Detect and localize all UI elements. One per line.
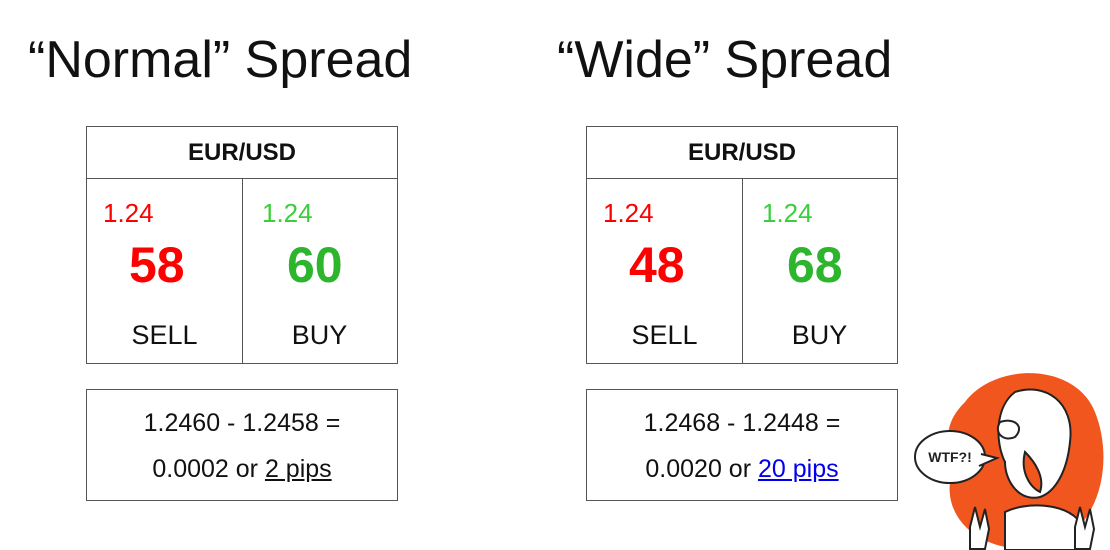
buy-pips: 60 bbox=[287, 237, 343, 293]
currency-pair: EUR/USD bbox=[87, 127, 397, 179]
sell-label: SELL bbox=[631, 320, 698, 350]
sell-cell: 1.24 48 SELL bbox=[587, 178, 743, 363]
currency-pair: EUR/USD bbox=[587, 127, 897, 179]
sell-pips: 58 bbox=[129, 237, 185, 293]
speech-text: WTF?! bbox=[928, 449, 972, 465]
sell-pips: 48 bbox=[629, 237, 685, 293]
normal-spread-title: “Normal” Spread bbox=[28, 31, 413, 89]
buy-label: BUY bbox=[791, 320, 848, 350]
sell-label: SELL bbox=[131, 320, 198, 350]
buy-prefix: 1.24 bbox=[262, 198, 313, 228]
pips-value: 2 pips bbox=[264, 455, 332, 483]
shocked-man-illustration: WTF?! bbox=[914, 373, 1104, 550]
buy-prefix: 1.24 bbox=[762, 198, 813, 228]
calc-result: 0.0002 or bbox=[152, 455, 265, 483]
calc-result: 0.0020 or bbox=[645, 455, 758, 483]
calc-line1: 1.2460 - 1.2458 = bbox=[143, 409, 341, 437]
wide-spread-title: “Wide” Spread bbox=[557, 31, 893, 89]
normal-calc-box: 1.2460 - 1.2458 = 0.0002 or 2 pips bbox=[86, 389, 398, 501]
sell-cell: 1.24 58 SELL bbox=[87, 178, 243, 363]
wide-quote-box: EUR/USD 1.24 48 SELL 1.24 68 BUY bbox=[586, 126, 898, 364]
man-figure bbox=[969, 388, 1096, 550]
buy-pips: 68 bbox=[787, 237, 843, 293]
normal-quote-box: EUR/USD 1.24 58 SELL 1.24 60 BUY bbox=[86, 126, 398, 364]
buy-cell: 1.24 68 BUY bbox=[742, 178, 897, 363]
sell-prefix: 1.24 bbox=[603, 198, 654, 228]
calc-line1: 1.2468 - 1.2448 = bbox=[643, 409, 841, 437]
buy-cell: 1.24 60 BUY bbox=[242, 178, 397, 363]
speech-bubble: WTF?! bbox=[914, 430, 1001, 484]
buy-label: BUY bbox=[291, 320, 348, 350]
sell-prefix: 1.24 bbox=[103, 198, 154, 228]
wide-calc-box: 1.2468 - 1.2448 = 0.0020 or 20 pips bbox=[586, 389, 898, 501]
pips-link[interactable]: 20 pips bbox=[757, 455, 839, 483]
